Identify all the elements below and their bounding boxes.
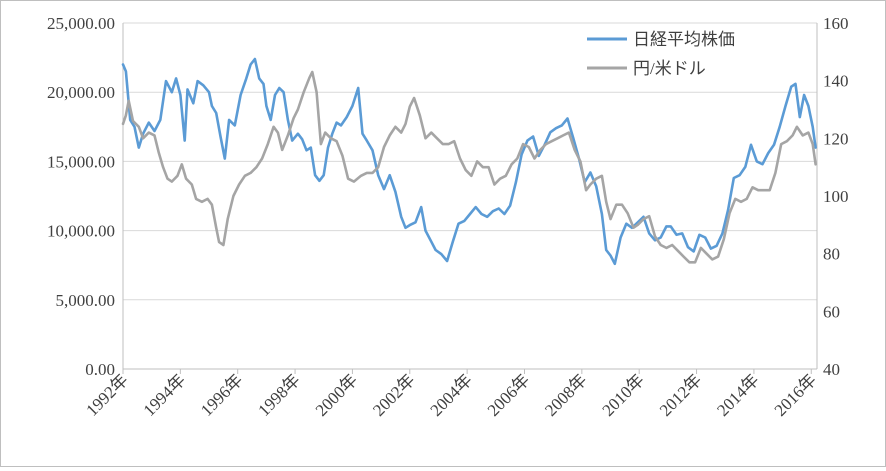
x-tick-label-8: 2008年 xyxy=(541,370,590,419)
grid-lines xyxy=(123,22,817,301)
x-tick-label-5: 2002年 xyxy=(369,370,418,419)
legend-label-usdjpy: 円/米ドル xyxy=(633,59,706,78)
right-tick-label-0: 40 xyxy=(823,360,840,379)
left-tick-label-4: 20,000.00 xyxy=(47,83,115,102)
left-tick-label-2: 10,000.00 xyxy=(47,222,115,241)
left-tick-label-5: 25,000.00 xyxy=(47,14,115,33)
x-tick-label-2: 1996年 xyxy=(197,370,246,419)
x-tick-label-4: 2000年 xyxy=(312,370,361,419)
right-tick-label-4: 120 xyxy=(823,129,849,148)
right-tick-label-6: 160 xyxy=(823,14,849,33)
right-tick-label-5: 140 xyxy=(823,72,849,91)
x-tick-label-7: 2006年 xyxy=(484,370,533,419)
series-lines xyxy=(121,57,817,266)
right-tick-label-3: 100 xyxy=(823,187,849,206)
legend-label-nikkei: 日経平均株価 xyxy=(633,30,735,49)
x-tick-label-3: 1998年 xyxy=(254,370,303,419)
right-tick-label-2: 80 xyxy=(823,245,840,264)
left-tick-label-0: 0.00 xyxy=(85,360,115,379)
x-tick-label-11: 2014年 xyxy=(713,370,762,419)
x-tick-label-1: 1994年 xyxy=(140,370,189,419)
x-tick-label-9: 2010年 xyxy=(599,370,648,419)
left-tick-label-3: 15,000.00 xyxy=(47,152,115,171)
left-tick-label-1: 5,000.00 xyxy=(56,291,116,310)
x-tick-label-10: 2012年 xyxy=(656,370,705,419)
series-line-usdjpy xyxy=(121,70,817,264)
legend: 日経平均株価 円/米ドル xyxy=(587,30,735,78)
x-tick-label-12: 2016年 xyxy=(771,370,820,419)
series-line-nikkei xyxy=(121,57,817,266)
right-tick-label-1: 60 xyxy=(823,302,840,321)
x-tick-label-6: 2004年 xyxy=(426,370,475,419)
